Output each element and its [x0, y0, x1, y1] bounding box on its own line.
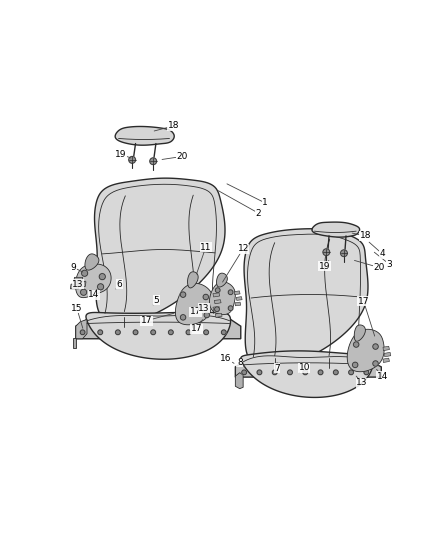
- Circle shape: [150, 158, 156, 165]
- Circle shape: [341, 250, 347, 256]
- Circle shape: [303, 370, 307, 375]
- Text: 20: 20: [354, 261, 385, 272]
- Polygon shape: [216, 273, 227, 287]
- Polygon shape: [244, 229, 368, 367]
- Polygon shape: [74, 277, 83, 282]
- Text: 7: 7: [274, 362, 280, 373]
- Polygon shape: [187, 272, 198, 288]
- Polygon shape: [85, 254, 99, 270]
- Circle shape: [242, 370, 247, 375]
- Circle shape: [133, 330, 138, 335]
- Text: 17: 17: [191, 320, 202, 333]
- Polygon shape: [71, 284, 79, 289]
- Circle shape: [98, 330, 102, 335]
- Text: 5: 5: [153, 296, 159, 305]
- Text: 12: 12: [223, 244, 249, 282]
- Text: 16: 16: [220, 353, 234, 364]
- Polygon shape: [77, 282, 86, 286]
- Polygon shape: [347, 329, 384, 372]
- Circle shape: [333, 370, 338, 375]
- Circle shape: [180, 292, 186, 297]
- Polygon shape: [214, 300, 221, 304]
- Circle shape: [169, 330, 173, 335]
- Circle shape: [373, 361, 378, 366]
- Circle shape: [215, 288, 220, 293]
- Circle shape: [323, 249, 330, 256]
- Circle shape: [180, 314, 186, 320]
- Polygon shape: [95, 178, 225, 323]
- Text: 14: 14: [377, 369, 388, 381]
- Text: 17: 17: [358, 297, 374, 336]
- Text: 10: 10: [298, 363, 310, 373]
- Polygon shape: [235, 302, 241, 306]
- Circle shape: [353, 362, 358, 368]
- Polygon shape: [237, 297, 242, 301]
- Text: 9: 9: [71, 263, 83, 272]
- Text: 8: 8: [237, 358, 244, 367]
- Text: 3: 3: [374, 252, 392, 269]
- Polygon shape: [209, 282, 235, 314]
- Polygon shape: [75, 264, 111, 297]
- Circle shape: [215, 307, 219, 312]
- Polygon shape: [354, 325, 365, 341]
- Text: 15: 15: [71, 304, 83, 328]
- Text: 19: 19: [319, 261, 330, 271]
- Polygon shape: [175, 284, 212, 325]
- Polygon shape: [213, 293, 220, 297]
- Circle shape: [129, 157, 135, 163]
- Circle shape: [222, 330, 226, 335]
- Polygon shape: [213, 306, 220, 311]
- Polygon shape: [76, 319, 241, 339]
- Circle shape: [272, 370, 277, 375]
- Text: 13: 13: [198, 303, 210, 313]
- Text: 14: 14: [88, 289, 99, 299]
- Circle shape: [98, 284, 104, 290]
- Polygon shape: [312, 222, 360, 237]
- Circle shape: [151, 330, 155, 335]
- Circle shape: [204, 312, 209, 318]
- Polygon shape: [235, 373, 243, 389]
- Text: 20: 20: [162, 152, 188, 161]
- Polygon shape: [234, 291, 240, 295]
- Text: 2: 2: [219, 191, 261, 217]
- Polygon shape: [235, 362, 381, 377]
- Polygon shape: [383, 346, 389, 351]
- Circle shape: [349, 370, 353, 375]
- Polygon shape: [115, 126, 174, 145]
- Circle shape: [364, 370, 369, 375]
- Circle shape: [373, 344, 378, 349]
- Circle shape: [99, 273, 105, 280]
- Polygon shape: [385, 352, 391, 357]
- Circle shape: [228, 290, 233, 295]
- Polygon shape: [86, 312, 230, 359]
- Polygon shape: [215, 313, 222, 317]
- Circle shape: [80, 330, 85, 335]
- Circle shape: [81, 289, 87, 295]
- Circle shape: [204, 330, 208, 335]
- Polygon shape: [76, 319, 87, 339]
- Circle shape: [353, 342, 359, 347]
- Text: 11: 11: [197, 243, 212, 274]
- Text: 18: 18: [352, 231, 371, 240]
- Circle shape: [288, 370, 293, 375]
- Text: 19: 19: [115, 150, 131, 159]
- Text: 1: 1: [227, 184, 268, 207]
- Text: 17: 17: [141, 313, 173, 325]
- Text: 17: 17: [190, 304, 201, 316]
- Circle shape: [203, 294, 208, 300]
- Text: 6: 6: [116, 280, 122, 289]
- Polygon shape: [74, 338, 76, 348]
- Circle shape: [318, 370, 323, 375]
- Text: 18: 18: [154, 122, 179, 131]
- Polygon shape: [241, 351, 373, 398]
- Circle shape: [116, 330, 120, 335]
- Circle shape: [186, 330, 191, 335]
- Circle shape: [257, 370, 262, 375]
- Polygon shape: [383, 358, 389, 362]
- Text: 13: 13: [356, 376, 368, 387]
- Circle shape: [81, 270, 88, 276]
- Circle shape: [228, 306, 233, 311]
- Text: 13: 13: [72, 280, 85, 289]
- Text: 4: 4: [369, 242, 385, 259]
